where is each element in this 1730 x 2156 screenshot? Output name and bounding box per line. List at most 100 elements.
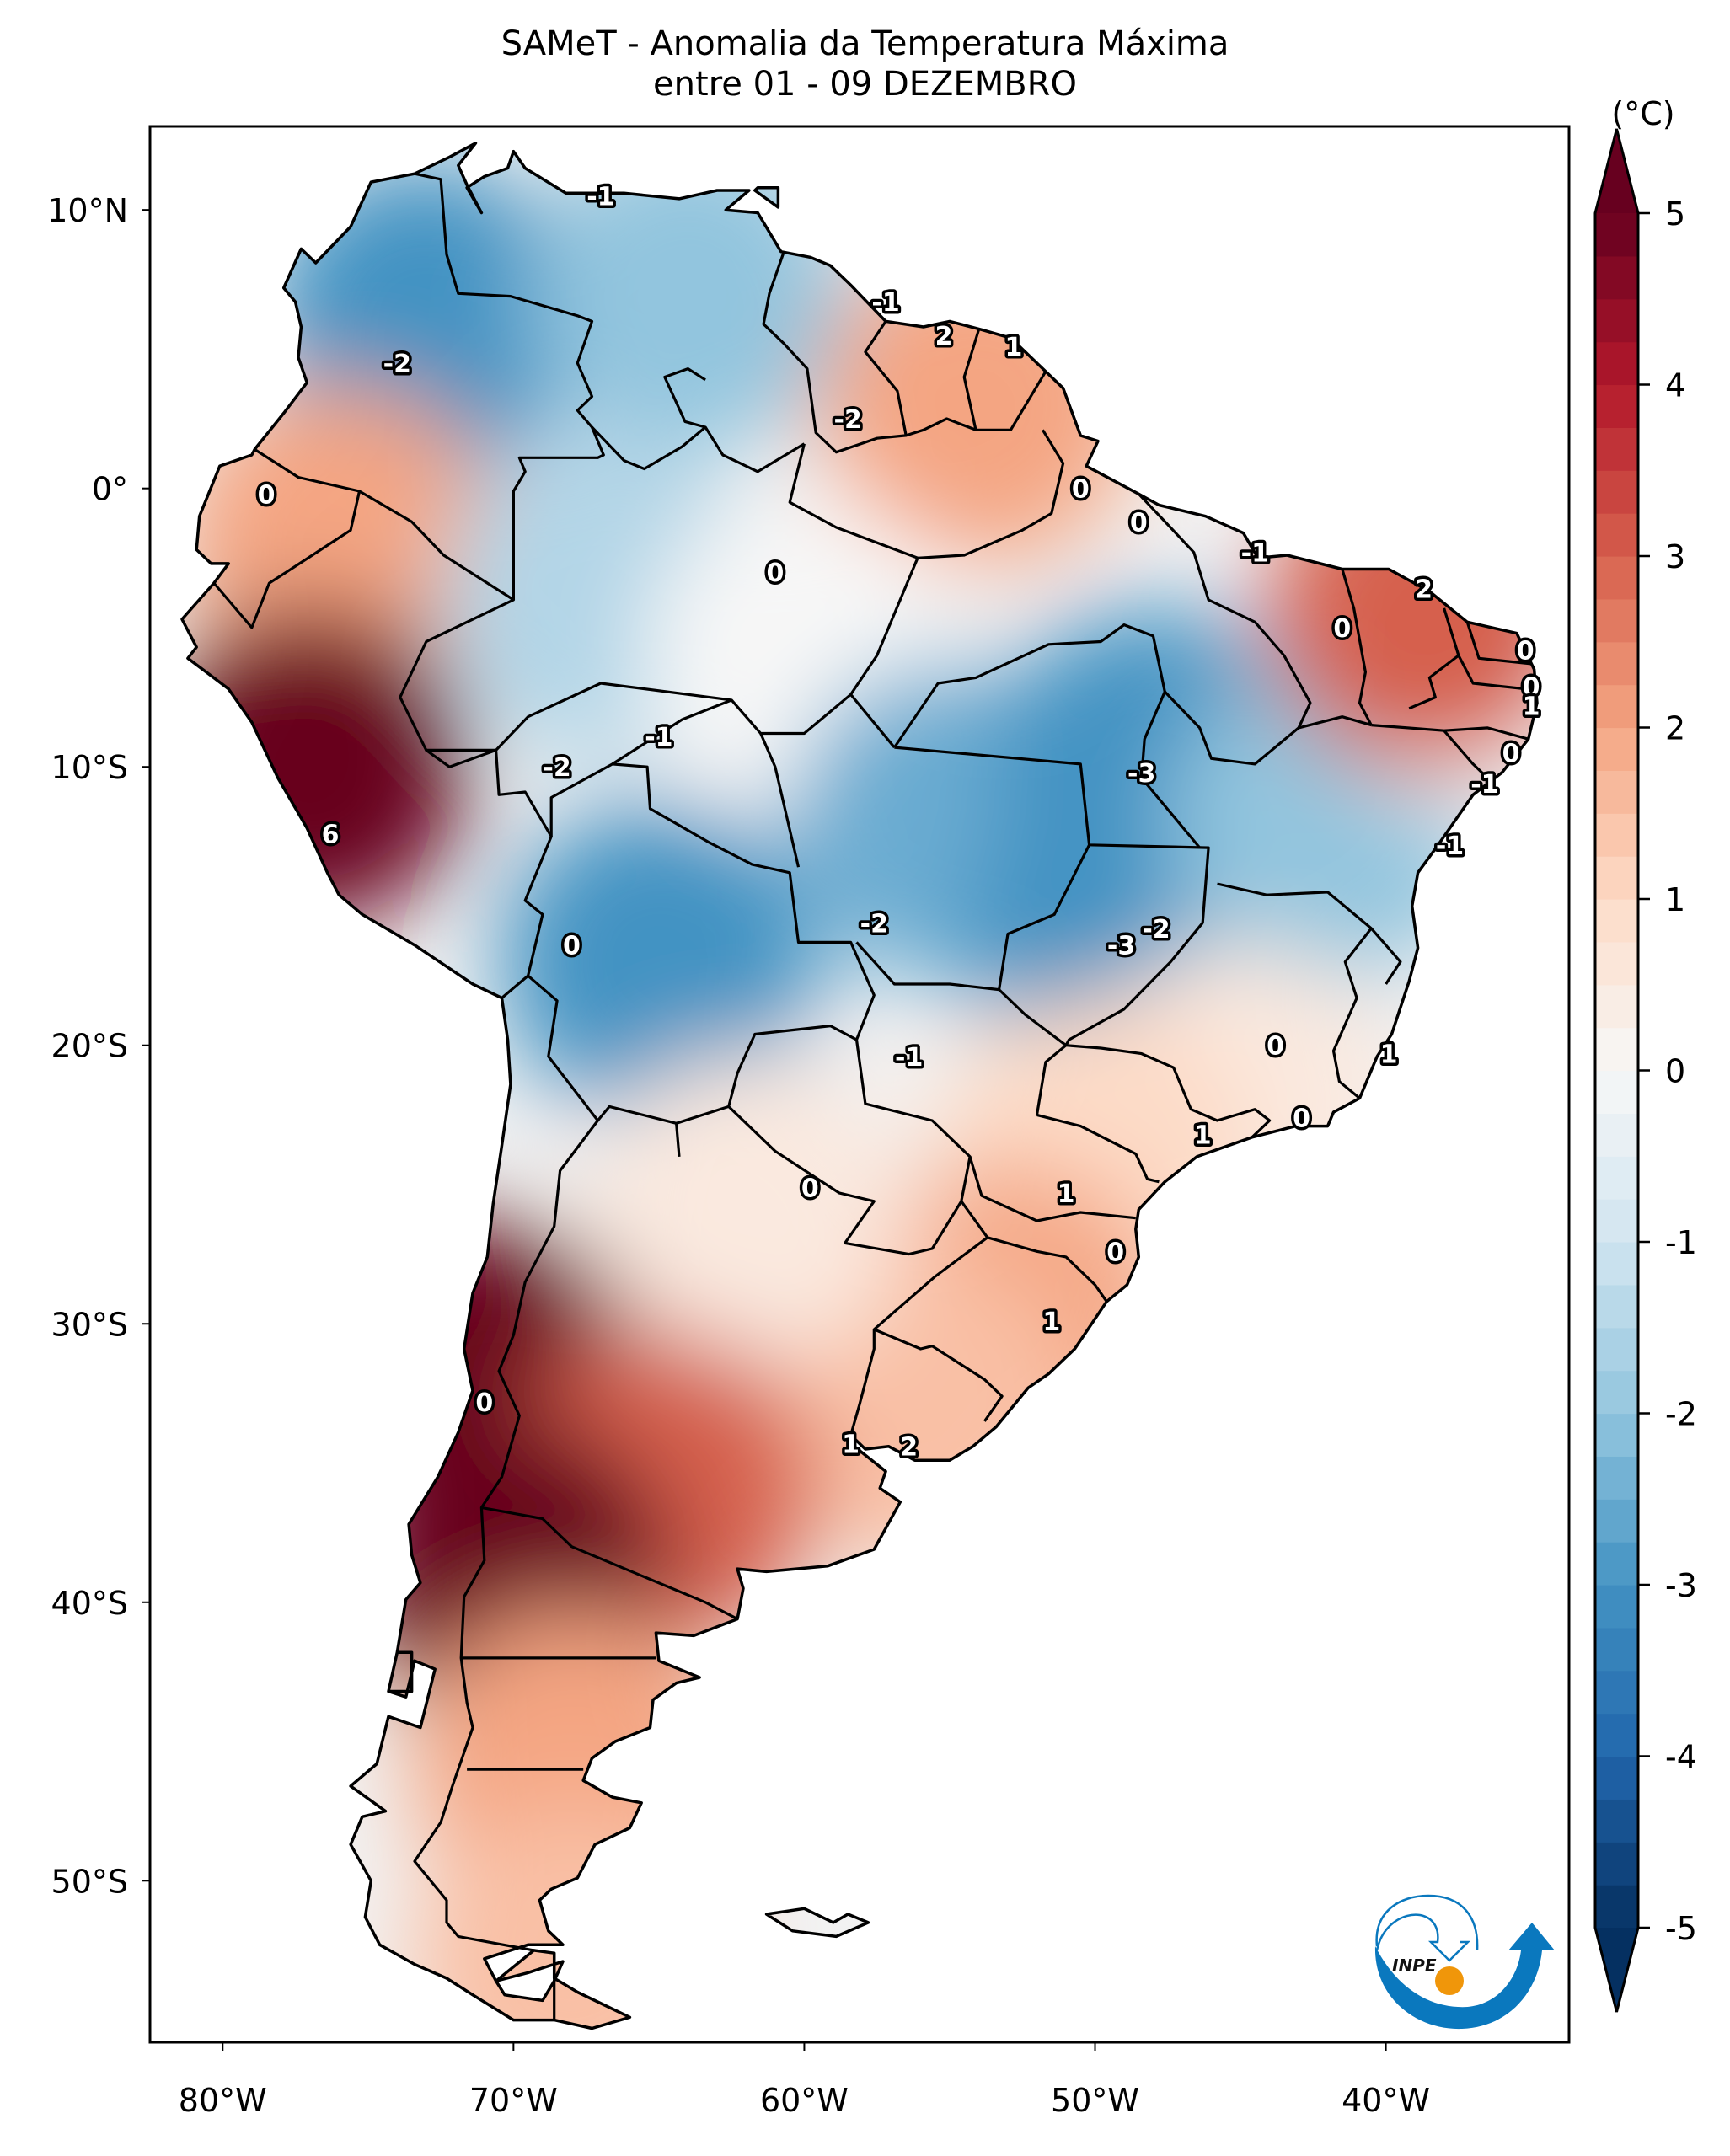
y-tick-label: 20°S: [51, 1028, 128, 1065]
border-line: [1341, 569, 1373, 726]
colorbar-segment: [1595, 1370, 1638, 1415]
logo-orbit-inner: [1375, 1913, 1471, 1962]
colorbar-tick-label: -1: [1665, 1224, 1697, 1261]
border-line: [1331, 927, 1373, 1099]
colorbar-segment: [1595, 1799, 1638, 1843]
border-line: [527, 762, 876, 1125]
colorbar-segment: [1595, 598, 1638, 643]
colorbar-segment: [1595, 556, 1638, 600]
colorbar-ticks: 5 4 3 2 1 0 -1 -2 -3 -4 -5: [1638, 195, 1697, 1947]
border-line: [1164, 690, 1372, 766]
y-tick-label: 50°S: [51, 1863, 128, 1900]
colorbar-tick-label: -5: [1665, 1910, 1697, 1947]
y-tick-label: 0°: [92, 471, 128, 508]
colorbar-tick-label: 2: [1665, 710, 1685, 747]
colorbar-segment: [1595, 727, 1638, 771]
colorbar-label: (°C): [1611, 95, 1674, 132]
border-line: [727, 1039, 972, 1256]
border-line: [905, 329, 981, 437]
border-line: [1064, 922, 1204, 1046]
colorbar-segment: [1595, 255, 1638, 300]
contour-label: 0: [766, 559, 784, 588]
x-tick-label: 60°W: [760, 2082, 849, 2119]
colorbar-tick-label: -3: [1665, 1567, 1697, 1604]
border-line: [663, 367, 806, 473]
x-tick-label: 80°W: [179, 2082, 267, 2119]
contour-label: 0: [1106, 1238, 1124, 1267]
colorbar-segment: [1595, 213, 1638, 257]
colorbar-segment: [1595, 1413, 1638, 1457]
contour-label: 2: [935, 322, 953, 351]
colorbar-segment: [1595, 1842, 1638, 1886]
contour-label: 1: [1042, 1308, 1060, 1337]
colorbar-segment: [1595, 1113, 1638, 1157]
colorbar-tick-label: 0: [1665, 1053, 1685, 1090]
colorbar-segment: [1595, 641, 1638, 686]
border-line: [1371, 724, 1529, 741]
colorbar-segment: [1595, 1456, 1638, 1500]
border-line: [611, 698, 732, 766]
y-tick-label: 10°N: [47, 192, 128, 229]
contour-label: 0: [1130, 508, 1148, 538]
border-line: [481, 1506, 738, 1621]
contour-label: -1: [1470, 770, 1498, 800]
colorbar-tick-label: -2: [1665, 1396, 1697, 1433]
border-line: [998, 844, 1091, 1115]
logo-text: INPE: [1392, 1955, 1437, 1976]
contour-label: 1: [1380, 1041, 1398, 1070]
colorbar-segment: [1595, 899, 1638, 943]
colorbar-segment: [1595, 1027, 1638, 1072]
border-line: [1138, 493, 1312, 729]
anomaly-blob: [586, 1052, 907, 1372]
colorbar-tick-label: 3: [1665, 538, 1685, 575]
contour-label: -1: [1436, 832, 1464, 861]
colorbar: (°C) 5 4 3 2 1 0 -1 -2 -3 -4 -5: [1593, 95, 1697, 2013]
contour-label: 0: [1502, 740, 1520, 769]
contour-label: 1: [1194, 1121, 1212, 1151]
colorbar-segment: [1595, 427, 1638, 471]
colorbar-tick-label: 5: [1665, 195, 1685, 233]
border-line: [1140, 691, 1201, 849]
y-tick-label: 10°S: [51, 749, 128, 786]
contour-label: -2: [543, 753, 570, 783]
contour-label: -1: [871, 288, 899, 318]
colorbar-segment: [1595, 1070, 1638, 1114]
contour-label: -2: [860, 909, 888, 939]
colorbar-segment: [1595, 856, 1638, 900]
x-tick-label: 40°W: [1342, 2082, 1430, 2119]
anomaly-blob: [498, 801, 819, 1122]
border-line: [976, 371, 1047, 431]
contour-label: 0: [258, 480, 276, 510]
border-line: [1217, 882, 1402, 985]
colorbar-segment: [1595, 513, 1638, 557]
colorbar-segment: [1595, 1885, 1638, 1929]
contour-label: 0: [1517, 636, 1535, 666]
border-line: [1408, 607, 1460, 710]
coastline: [180, 142, 1539, 2030]
map-title: SAMeT - Anomalia da Temperatura Máxima e…: [0, 24, 1730, 104]
x-tick-label: 70°W: [469, 2082, 558, 2119]
contour-label: 0: [1267, 1032, 1284, 1062]
contour-label: 2: [1415, 575, 1433, 605]
contour-label: 0: [475, 1388, 493, 1418]
colorbar-segment: [1595, 470, 1638, 514]
border-line: [675, 1123, 681, 1158]
contour-label: -1: [645, 723, 672, 752]
colorbar-segment: [1595, 1585, 1638, 1629]
border-line: [968, 1156, 1136, 1222]
colorbar-segment: [1595, 813, 1638, 857]
colorbar-segment: [1595, 984, 1638, 1029]
border-line: [987, 1236, 1108, 1303]
y-axis-ticks: 10°N 0° 10°S 20°S 30°S 40°S 50°S: [47, 192, 150, 1900]
colorbar-segment: [1595, 1627, 1638, 1672]
map-title-line1: SAMeT - Anomalia da Temperatura Máxima: [501, 24, 1229, 63]
y-tick-label: 40°S: [51, 1585, 128, 1622]
border-line: [788, 443, 919, 696]
border-line: [282, 248, 303, 289]
colorbar-extend-max: [1595, 129, 1638, 213]
border-line: [212, 448, 362, 629]
contour-label: -1: [1241, 539, 1269, 569]
contour-label: 0: [801, 1174, 819, 1203]
contour-label: -3: [1127, 759, 1155, 789]
